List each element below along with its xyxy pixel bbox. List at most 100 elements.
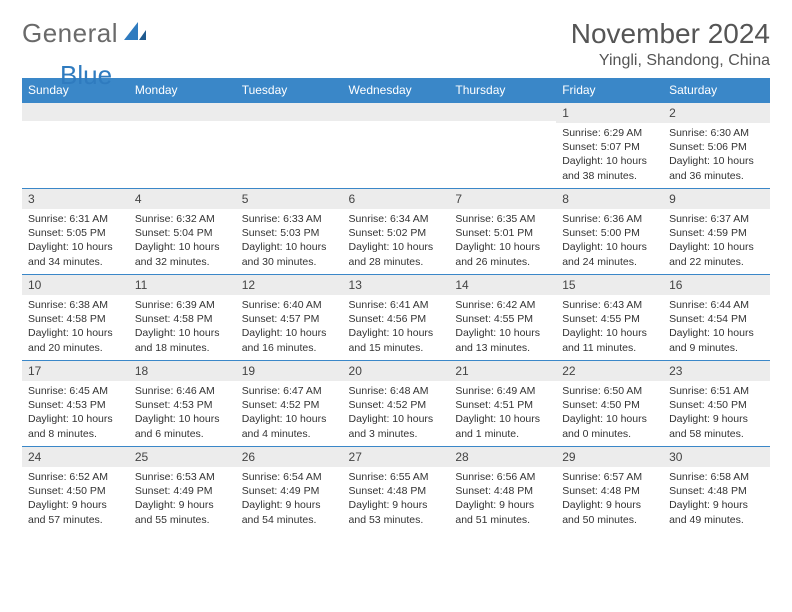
calendar-row: 3Sunrise: 6:31 AMSunset: 5:05 PMDaylight… [22,189,770,275]
calendar-cell: 5Sunrise: 6:33 AMSunset: 5:03 PMDaylight… [236,189,343,275]
calendar-cell: 11Sunrise: 6:39 AMSunset: 4:58 PMDayligh… [129,275,236,361]
calendar-cell: 3Sunrise: 6:31 AMSunset: 5:05 PMDaylight… [22,189,129,275]
day-number: 7 [449,189,556,209]
day-content: Sunrise: 6:55 AMSunset: 4:48 PMDaylight:… [343,467,450,531]
day-number: 28 [449,447,556,467]
day-content: Sunrise: 6:39 AMSunset: 4:58 PMDaylight:… [129,295,236,359]
day-number: 1 [556,103,663,123]
day-content: Sunrise: 6:40 AMSunset: 4:57 PMDaylight:… [236,295,343,359]
calendar-cell: 8Sunrise: 6:36 AMSunset: 5:00 PMDaylight… [556,189,663,275]
day-number: 29 [556,447,663,467]
day-content-empty [236,121,343,181]
day-number: 15 [556,275,663,295]
day-content: Sunrise: 6:31 AMSunset: 5:05 PMDaylight:… [22,209,129,273]
calendar-cell: 6Sunrise: 6:34 AMSunset: 5:02 PMDaylight… [343,189,450,275]
calendar-cell [449,103,556,189]
day-content-empty [129,121,236,181]
calendar-cell [236,103,343,189]
calendar-cell: 25Sunrise: 6:53 AMSunset: 4:49 PMDayligh… [129,447,236,533]
day-content: Sunrise: 6:57 AMSunset: 4:48 PMDaylight:… [556,467,663,531]
day-number: 3 [22,189,129,209]
day-content: Sunrise: 6:44 AMSunset: 4:54 PMDaylight:… [663,295,770,359]
day-content: Sunrise: 6:48 AMSunset: 4:52 PMDaylight:… [343,381,450,445]
day-content: Sunrise: 6:29 AMSunset: 5:07 PMDaylight:… [556,123,663,187]
day-content: Sunrise: 6:46 AMSunset: 4:53 PMDaylight:… [129,381,236,445]
day-content: Sunrise: 6:49 AMSunset: 4:51 PMDaylight:… [449,381,556,445]
day-content: Sunrise: 6:37 AMSunset: 4:59 PMDaylight:… [663,209,770,273]
calendar-cell: 26Sunrise: 6:54 AMSunset: 4:49 PMDayligh… [236,447,343,533]
calendar-table: Sunday Monday Tuesday Wednesday Thursday… [22,78,770,533]
logo-text-1: General [22,18,118,49]
calendar-cell: 21Sunrise: 6:49 AMSunset: 4:51 PMDayligh… [449,361,556,447]
day-content: Sunrise: 6:41 AMSunset: 4:56 PMDaylight:… [343,295,450,359]
day-number: 16 [663,275,770,295]
day-number: 24 [22,447,129,467]
day-number: 25 [129,447,236,467]
day-number: 11 [129,275,236,295]
calendar-row: 10Sunrise: 6:38 AMSunset: 4:58 PMDayligh… [22,275,770,361]
calendar-cell: 17Sunrise: 6:45 AMSunset: 4:53 PMDayligh… [22,361,129,447]
calendar-cell: 27Sunrise: 6:55 AMSunset: 4:48 PMDayligh… [343,447,450,533]
day-number: 5 [236,189,343,209]
day-number: 13 [343,275,450,295]
day-number: 10 [22,275,129,295]
day-content: Sunrise: 6:32 AMSunset: 5:04 PMDaylight:… [129,209,236,273]
day-content: Sunrise: 6:38 AMSunset: 4:58 PMDaylight:… [22,295,129,359]
day-number: 27 [343,447,450,467]
day-content: Sunrise: 6:50 AMSunset: 4:50 PMDaylight:… [556,381,663,445]
day-number: 20 [343,361,450,381]
col-saturday: Saturday [663,78,770,103]
day-content: Sunrise: 6:42 AMSunset: 4:55 PMDaylight:… [449,295,556,359]
day-content: Sunrise: 6:33 AMSunset: 5:03 PMDaylight:… [236,209,343,273]
calendar-cell: 4Sunrise: 6:32 AMSunset: 5:04 PMDaylight… [129,189,236,275]
day-content: Sunrise: 6:54 AMSunset: 4:49 PMDaylight:… [236,467,343,531]
calendar-cell: 14Sunrise: 6:42 AMSunset: 4:55 PMDayligh… [449,275,556,361]
calendar-cell: 10Sunrise: 6:38 AMSunset: 4:58 PMDayligh… [22,275,129,361]
day-number-empty [236,103,343,121]
day-number: 30 [663,447,770,467]
day-number-empty [449,103,556,121]
day-content: Sunrise: 6:52 AMSunset: 4:50 PMDaylight:… [22,467,129,531]
calendar-cell: 22Sunrise: 6:50 AMSunset: 4:50 PMDayligh… [556,361,663,447]
logo-text-2: Blue [60,60,112,91]
calendar-cell: 13Sunrise: 6:41 AMSunset: 4:56 PMDayligh… [343,275,450,361]
day-content: Sunrise: 6:34 AMSunset: 5:02 PMDaylight:… [343,209,450,273]
day-number: 14 [449,275,556,295]
calendar-row: 24Sunrise: 6:52 AMSunset: 4:50 PMDayligh… [22,447,770,533]
day-number: 19 [236,361,343,381]
day-content: Sunrise: 6:45 AMSunset: 4:53 PMDaylight:… [22,381,129,445]
calendar-cell: 7Sunrise: 6:35 AMSunset: 5:01 PMDaylight… [449,189,556,275]
day-number: 23 [663,361,770,381]
day-content-empty [343,121,450,181]
sail-icon [122,18,148,49]
calendar-cell: 19Sunrise: 6:47 AMSunset: 4:52 PMDayligh… [236,361,343,447]
col-tuesday: Tuesday [236,78,343,103]
calendar-cell: 2Sunrise: 6:30 AMSunset: 5:06 PMDaylight… [663,103,770,189]
day-content: Sunrise: 6:56 AMSunset: 4:48 PMDaylight:… [449,467,556,531]
calendar-cell: 1Sunrise: 6:29 AMSunset: 5:07 PMDaylight… [556,103,663,189]
calendar-cell [22,103,129,189]
day-number: 9 [663,189,770,209]
day-number: 17 [22,361,129,381]
day-content: Sunrise: 6:51 AMSunset: 4:50 PMDaylight:… [663,381,770,445]
day-number-empty [343,103,450,121]
col-wednesday: Wednesday [343,78,450,103]
day-content: Sunrise: 6:53 AMSunset: 4:49 PMDaylight:… [129,467,236,531]
day-content: Sunrise: 6:35 AMSunset: 5:01 PMDaylight:… [449,209,556,273]
day-number: 12 [236,275,343,295]
logo: General [22,18,148,49]
page-title: November 2024 [571,18,770,50]
calendar-cell: 28Sunrise: 6:56 AMSunset: 4:48 PMDayligh… [449,447,556,533]
day-content: Sunrise: 6:47 AMSunset: 4:52 PMDaylight:… [236,381,343,445]
calendar-cell: 9Sunrise: 6:37 AMSunset: 4:59 PMDaylight… [663,189,770,275]
calendar-cell: 24Sunrise: 6:52 AMSunset: 4:50 PMDayligh… [22,447,129,533]
day-content: Sunrise: 6:58 AMSunset: 4:48 PMDaylight:… [663,467,770,531]
day-number: 22 [556,361,663,381]
day-content-empty [22,121,129,181]
day-number-empty [129,103,236,121]
calendar-row: 1Sunrise: 6:29 AMSunset: 5:07 PMDaylight… [22,103,770,189]
page-subtitle: Yingli, Shandong, China [571,52,770,70]
calendar-cell: 29Sunrise: 6:57 AMSunset: 4:48 PMDayligh… [556,447,663,533]
day-number: 18 [129,361,236,381]
day-content: Sunrise: 6:43 AMSunset: 4:55 PMDaylight:… [556,295,663,359]
